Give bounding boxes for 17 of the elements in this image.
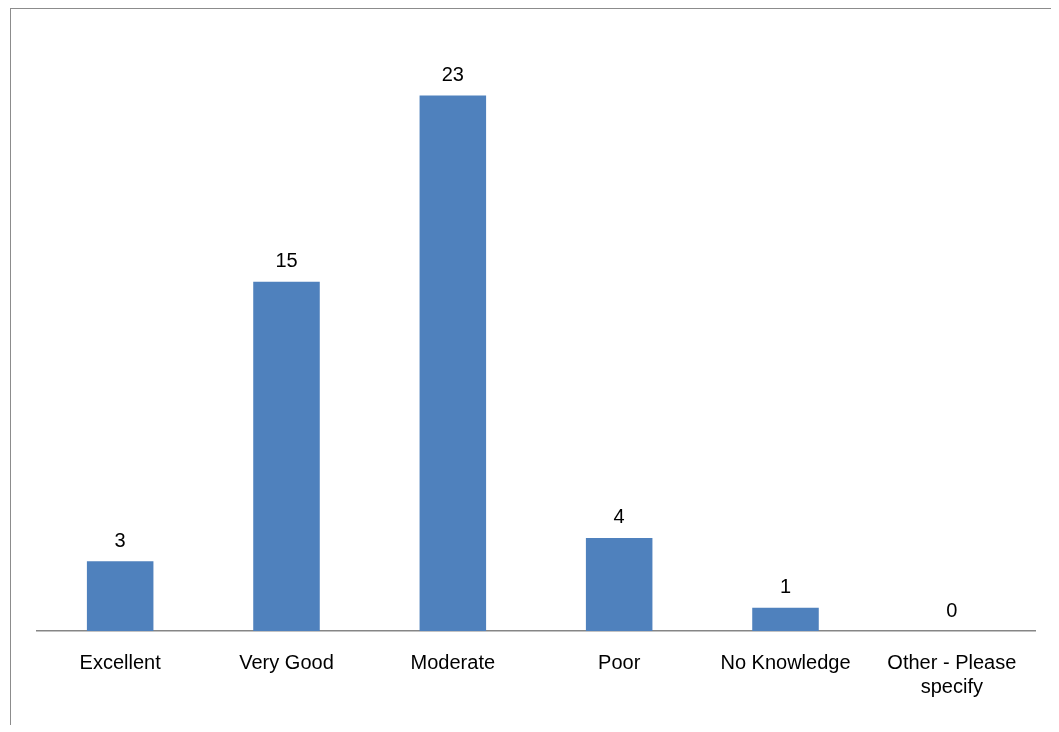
data-label: 1 [779, 575, 792, 598]
bar [86, 561, 154, 631]
x-tick-label: Very Good [239, 650, 334, 673]
x-tick-label: No Knowledge [720, 650, 851, 673]
bar [752, 607, 819, 631]
x-tick-label: Excellent [79, 650, 162, 673]
data-label: 4 [613, 505, 625, 528]
bar [419, 95, 487, 631]
x-tick-label: Other - Please specify [887, 650, 1017, 697]
data-label: 23 [441, 63, 464, 86]
bar [253, 281, 320, 631]
bar [585, 537, 653, 631]
x-tick-label: Moderate [410, 650, 496, 673]
data-label: 3 [114, 528, 126, 551]
x-tick-label: Poor [598, 650, 641, 673]
data-label: 15 [275, 249, 298, 272]
data-label: 0 [946, 598, 958, 621]
